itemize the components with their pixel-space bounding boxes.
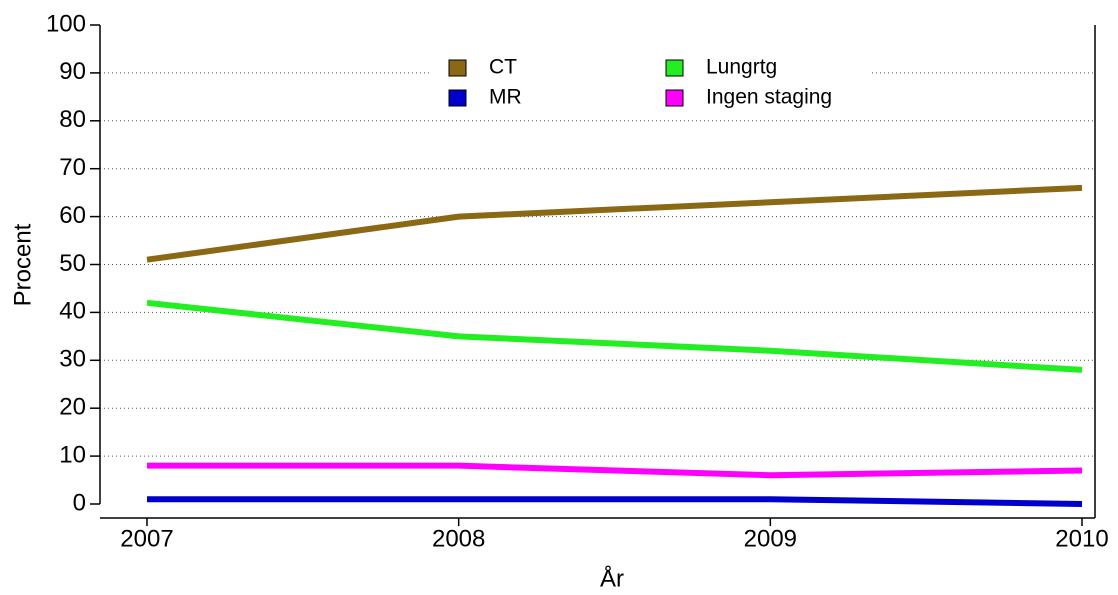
series-line: [146, 299, 1083, 373]
x-axis-label: År: [600, 564, 624, 592]
series-line: [146, 184, 1083, 263]
legend-background: [430, 52, 870, 116]
y-tick-label: 80: [59, 106, 86, 133]
legend-label: Lungrtg: [706, 56, 777, 79]
series-line: [147, 496, 1083, 507]
y-tick-label: 60: [59, 202, 86, 229]
x-tick-label: 2007: [120, 525, 173, 552]
x-tick-label: 2008: [432, 525, 485, 552]
y-tick-label: 0: [73, 489, 86, 516]
y-tick-label: 70: [59, 154, 86, 181]
y-tick-label: 50: [59, 250, 86, 277]
y-tick-label: 20: [59, 394, 86, 421]
y-tick-label: 10: [59, 441, 86, 468]
legend-label: CT: [489, 56, 517, 79]
y-tick-label: 30: [59, 346, 86, 373]
legend-swatch: [665, 59, 684, 77]
legend-label: MR: [489, 86, 522, 109]
y-tick-label: 90: [59, 58, 86, 85]
legend-swatch: [448, 59, 467, 77]
x-tick-label: 2010: [1055, 525, 1108, 552]
y-tick-label: 100: [46, 10, 86, 37]
legend-swatch: [665, 89, 684, 107]
legend-label: Ingen staging: [706, 86, 832, 109]
series-line: [147, 462, 1083, 479]
x-tick-label: 2009: [744, 525, 797, 552]
y-tick-label: 40: [59, 298, 86, 325]
legend-swatch: [448, 89, 467, 107]
y-axis-label: Procent: [9, 223, 36, 306]
